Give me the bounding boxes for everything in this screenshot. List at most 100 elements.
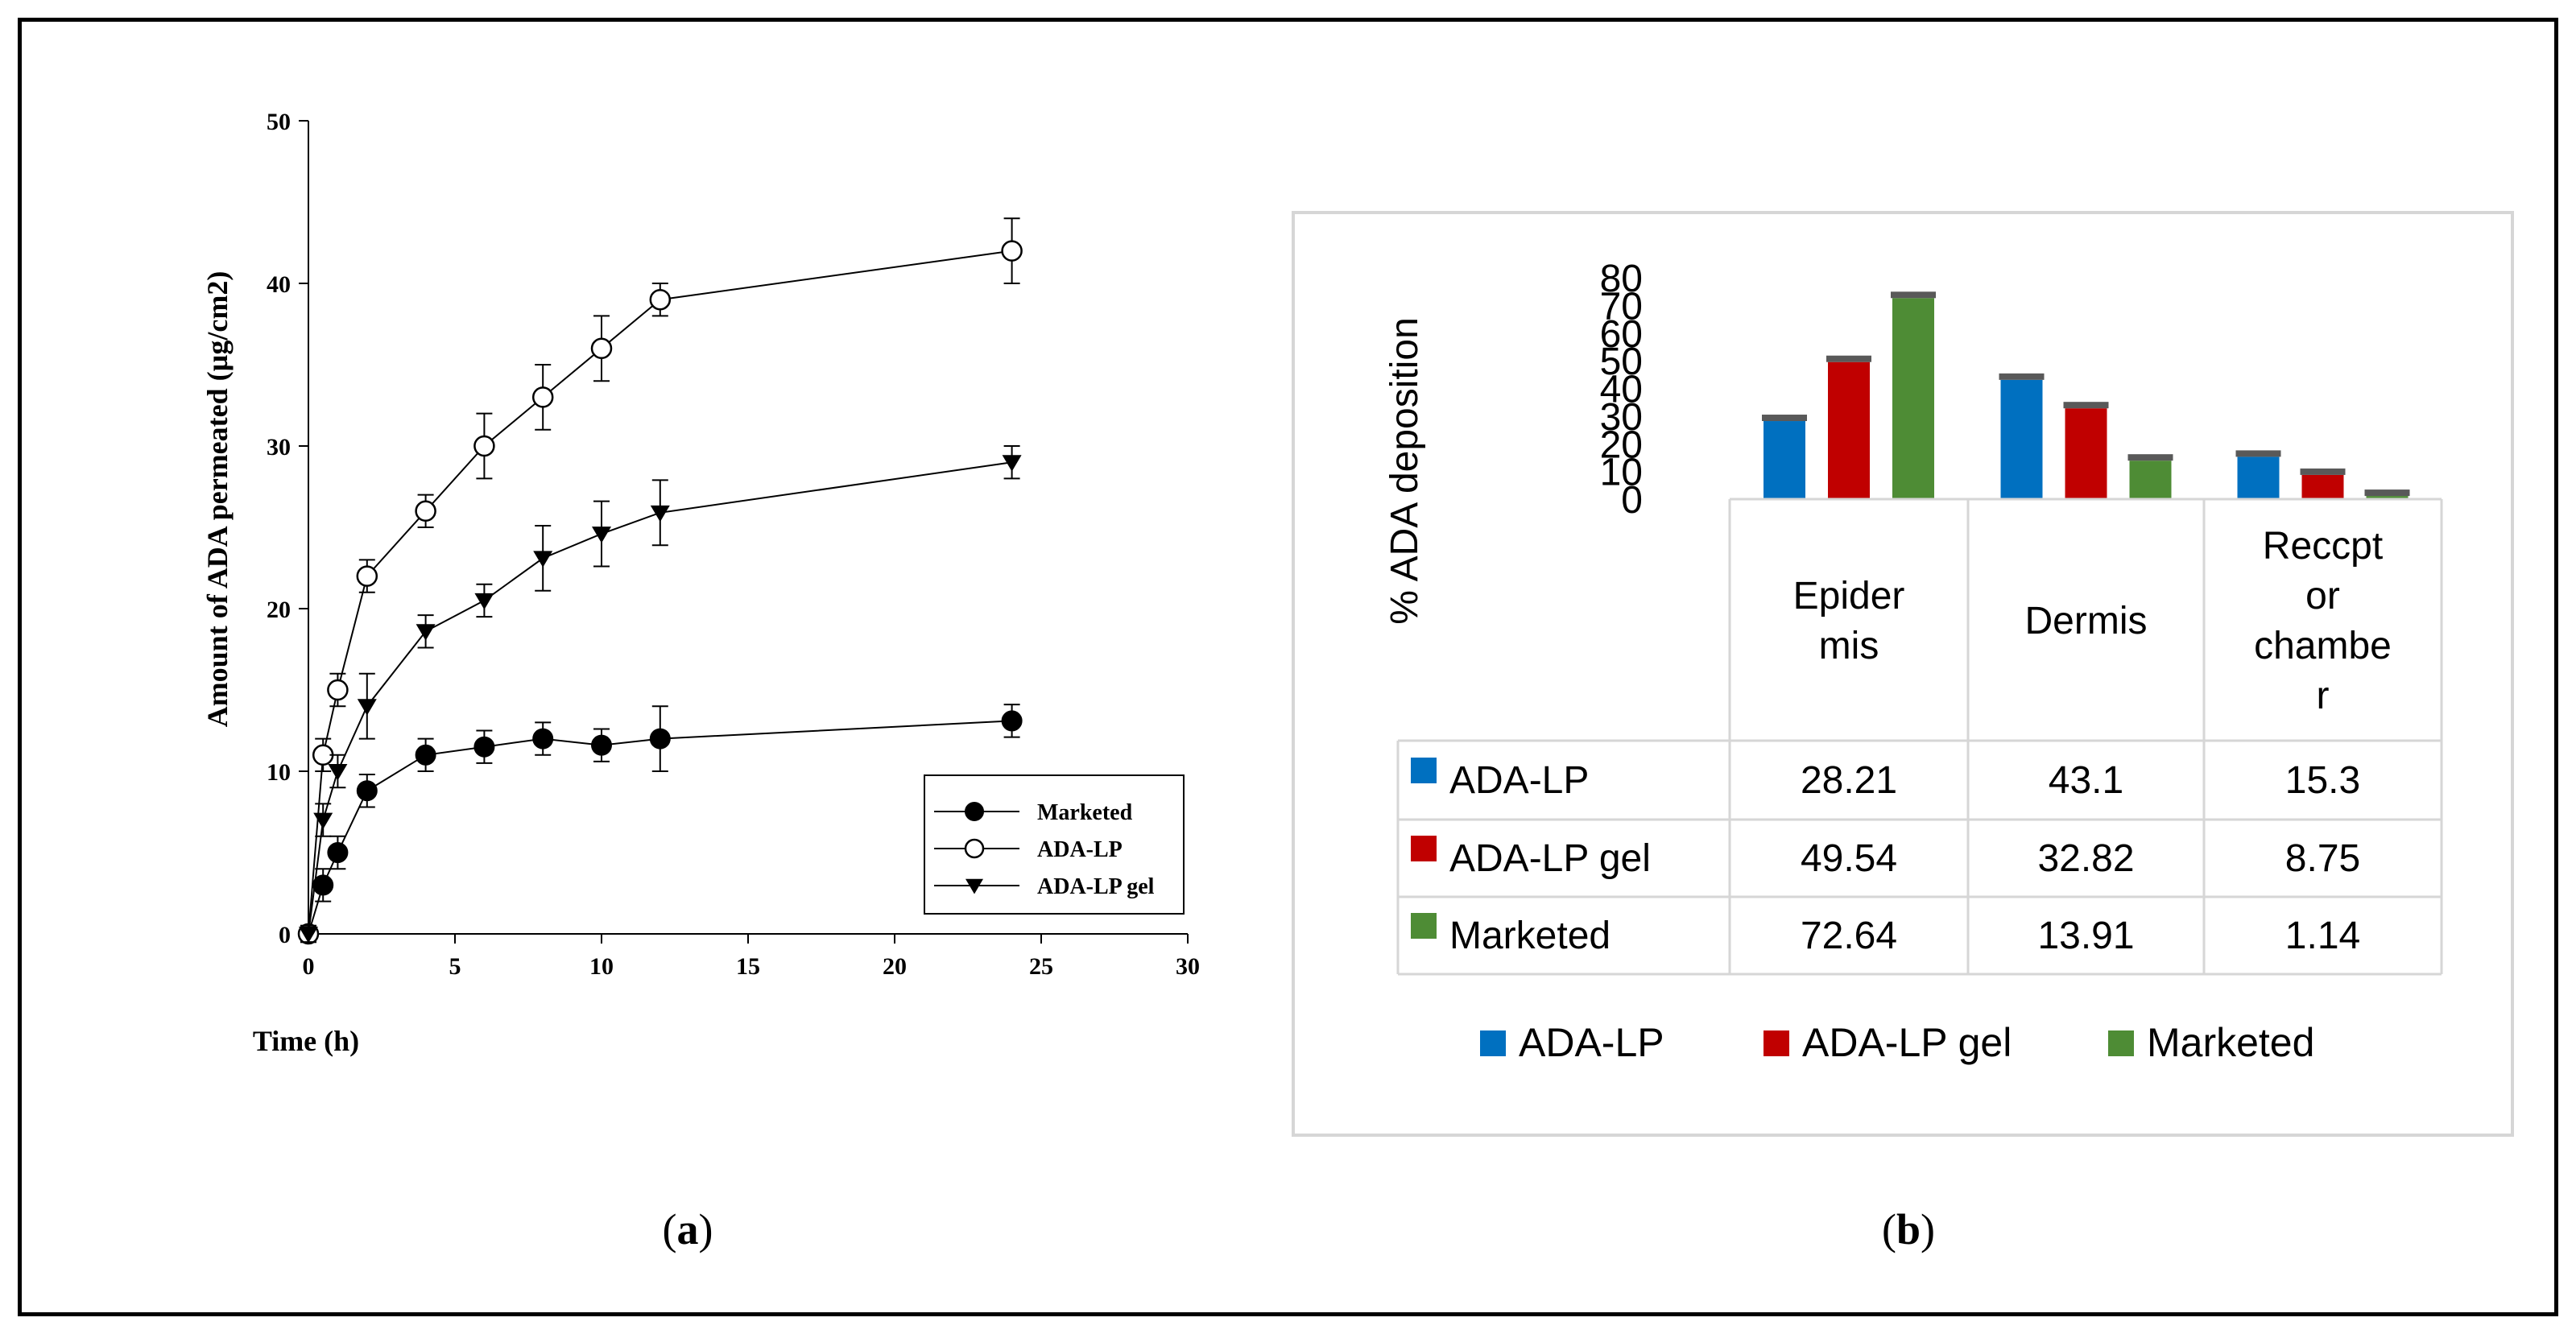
- a-legend-marker: [965, 802, 984, 821]
- b-category-label: Reccpt or chambe r: [2254, 525, 2392, 717]
- a-legend-label: ADA-LP: [1037, 837, 1123, 862]
- b-row-label: ADA-LP gel: [1449, 837, 1651, 880]
- b-error-cap: [1826, 355, 1871, 362]
- b-error-cap: [2063, 402, 2109, 409]
- a-legend-label: Marketed: [1037, 800, 1133, 825]
- a-y-tick-label: 0: [279, 922, 291, 948]
- a-data-point: [415, 744, 436, 766]
- panel-a-series: [297, 217, 1023, 945]
- a-y-tick-label: 40: [267, 271, 291, 298]
- b-legend-label: Marketed: [2147, 1020, 2314, 1065]
- a-data-point: [532, 728, 554, 750]
- b-row-legend-key: [1411, 913, 1437, 939]
- b-table-value: 13.91: [2037, 915, 2134, 957]
- a-ylabel: Amount of ADA permeated (µg/cm2): [201, 271, 234, 728]
- a-data-point: [1002, 455, 1022, 472]
- a-y-tick-label: 20: [267, 597, 291, 623]
- b-bar: [2129, 460, 2172, 499]
- b-error-cap: [2364, 489, 2410, 497]
- b-y-tick-label: 10: [1600, 452, 1643, 494]
- a-data-point: [590, 337, 613, 360]
- b-legend-label: ADA-LP gel: [1802, 1020, 2012, 1065]
- b-error-cap: [2235, 450, 2281, 457]
- caption-b: (b): [1882, 1205, 1935, 1253]
- a-data-point: [533, 551, 553, 568]
- b-error-cap: [2300, 468, 2346, 475]
- b-table-value: 32.82: [2037, 837, 2134, 880]
- b-y-tick-label: 30: [1600, 396, 1643, 439]
- a-y-tick-label: 10: [267, 759, 291, 786]
- a-data-point: [473, 736, 495, 758]
- panel-b-bars: [1762, 291, 2410, 499]
- b-y-tick-label: 70: [1600, 285, 1643, 328]
- b-legend-key: [1764, 1030, 1789, 1056]
- b-error-cap: [2127, 454, 2173, 461]
- b-legend-key: [1480, 1030, 1506, 1056]
- a-x-tick-label: 10: [589, 953, 614, 980]
- a-legend-marker: [964, 838, 985, 859]
- a-data-point: [312, 874, 334, 896]
- a-data-point: [650, 505, 670, 522]
- panel-b-border: [1292, 211, 2514, 1137]
- b-error-cap: [1891, 291, 1936, 299]
- panel-a-axes: 0 10 20 30 40 50 0 5 10 15 20 25 30: [267, 109, 1200, 980]
- a-data-point: [1001, 710, 1023, 732]
- b-y-tick-label: 50: [1600, 341, 1643, 383]
- a-data-point: [474, 593, 494, 610]
- figure-frame: [18, 18, 2558, 1316]
- a-y-tick-label: 30: [267, 434, 291, 460]
- a-data-point: [313, 812, 333, 829]
- caption-a: (a): [663, 1205, 713, 1253]
- b-category-label: Dermis: [2025, 600, 2148, 642]
- a-series-line: [308, 461, 1012, 935]
- panel-b-data-table: Epider mis Dermis Reccpt or chambe r ADA-LP 28.2…: [1396, 498, 2443, 976]
- b-bar: [2000, 379, 2043, 499]
- a-data-point: [357, 699, 377, 716]
- a-x-tick-label: 0: [303, 953, 315, 980]
- b-table-value: 28.21: [1801, 759, 1897, 802]
- b-table-value: 72.64: [1801, 915, 1897, 957]
- a-legend-marker: [965, 878, 983, 894]
- a-legend-label: ADA-LP gel: [1037, 874, 1155, 899]
- a-x-tick-label: 30: [1176, 953, 1200, 980]
- b-table-value: 49.54: [1801, 837, 1897, 880]
- panel-a-legend: Marketed ADA-LP ADA-LP gel: [924, 774, 1185, 915]
- a-data-point: [592, 527, 611, 543]
- a-data-point: [531, 386, 554, 408]
- a-data-point: [415, 500, 436, 522]
- a-data-point: [591, 734, 612, 756]
- a-data-point: [327, 842, 349, 863]
- b-row-label: ADA-LP: [1449, 759, 1589, 802]
- b-bar: [1828, 361, 1870, 499]
- b-bar: [1892, 298, 1934, 499]
- a-data-point: [299, 927, 318, 944]
- b-bar: [1764, 421, 1805, 499]
- b-bar: [2237, 456, 2280, 499]
- a-x-tick-label: 5: [449, 953, 461, 980]
- b-row-legend-key: [1411, 836, 1437, 861]
- a-series-line: [308, 250, 1012, 935]
- b-row-legend-key: [1411, 758, 1437, 783]
- a-data-point: [649, 728, 671, 750]
- a-data-point: [473, 435, 495, 457]
- b-table-value: 43.1: [2049, 759, 2123, 802]
- b-y-tick-label: 60: [1600, 313, 1643, 356]
- a-data-point: [356, 565, 378, 587]
- a-y-tick-label: 50: [267, 109, 291, 135]
- b-row-label: Marketed: [1449, 915, 1611, 957]
- a-data-point: [416, 624, 436, 641]
- a-x-tick-label: 25: [1029, 953, 1053, 980]
- b-y-tick-label: 40: [1600, 369, 1643, 411]
- b-error-cap: [1999, 373, 2045, 380]
- b-ylabel: % ADA deposition: [1383, 317, 1426, 625]
- a-data-point: [649, 288, 672, 311]
- b-bar: [2366, 496, 2409, 499]
- b-y-tick-label: 20: [1600, 423, 1643, 466]
- b-bar: [2301, 474, 2344, 499]
- panel-b-legend: ADA-LP ADA-LP gel Marketed: [1480, 1020, 2314, 1065]
- b-table-value: 1.14: [2285, 915, 2360, 957]
- b-error-cap: [1762, 415, 1807, 422]
- b-legend-key: [2108, 1030, 2134, 1056]
